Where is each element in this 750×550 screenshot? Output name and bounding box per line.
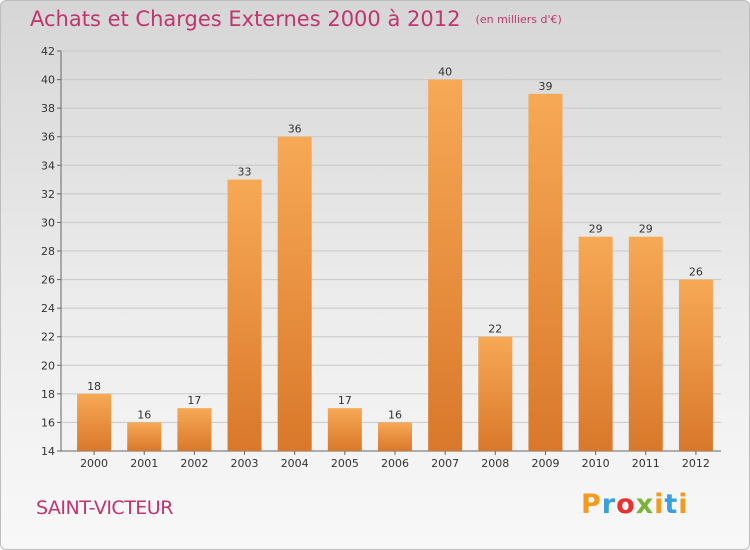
value-label: 36 [288, 123, 302, 136]
y-tick-label: 40 [41, 74, 55, 87]
y-tick-label: 22 [41, 331, 55, 344]
x-tick-label: 2000 [80, 457, 108, 470]
value-label: 17 [187, 394, 201, 407]
logo-letter: x [635, 489, 655, 520]
bar [378, 422, 412, 451]
proxiti-logo[interactable]: Proxiti [581, 489, 689, 520]
y-tick-label: 20 [41, 359, 55, 372]
bar [177, 408, 212, 451]
x-tick-label: 2006 [381, 457, 409, 470]
bar [227, 179, 262, 452]
y-tick-label: 30 [41, 216, 55, 229]
value-label: 18 [87, 380, 101, 393]
x-tick-label: 2003 [231, 457, 259, 470]
value-label: 29 [589, 223, 603, 236]
chart-title: Achats et Charges Externes 2000 à 2012 [30, 7, 461, 31]
y-tick-label: 38 [41, 102, 55, 115]
logo-letter: i [654, 489, 665, 520]
axes [57, 50, 721, 455]
x-tick-label: 2010 [582, 457, 610, 470]
chart-subtitle: (en milliers d'€) [475, 13, 562, 26]
x-tick-label: 2012 [682, 457, 710, 470]
grid-lines [61, 50, 721, 452]
bar [678, 279, 713, 451]
value-label: 26 [689, 266, 703, 279]
y-tick-label: 14 [41, 445, 55, 458]
x-tick-label: 2008 [481, 457, 509, 470]
y-tick-label: 26 [41, 274, 55, 287]
y-tick-label: 42 [41, 45, 55, 58]
logo-letter: o [616, 489, 636, 520]
y-tick-label: 24 [41, 302, 55, 315]
value-label: 17 [338, 394, 352, 407]
value-label: 22 [488, 323, 502, 336]
bar [428, 79, 463, 452]
y-tick-label: 34 [41, 159, 55, 172]
x-tick-label: 2002 [180, 457, 208, 470]
value-label: 33 [238, 166, 252, 179]
bar [127, 422, 162, 451]
x-tick-label: 2009 [531, 457, 559, 470]
logo-letter: r [601, 489, 617, 520]
y-tick-label: 16 [41, 416, 55, 429]
labels: 14 16 18 20 22 24 26 28 30 32 34 36 38 40 42 18 2000 16 20… [41, 45, 710, 470]
value-label: 40 [438, 66, 452, 79]
value-label: 29 [639, 223, 653, 236]
bar [478, 336, 513, 451]
x-tick-label: 2005 [331, 457, 359, 470]
bar [277, 136, 312, 451]
x-tick-label: 2004 [281, 457, 309, 470]
logo-letter: i [678, 489, 689, 520]
bar [327, 408, 362, 451]
place-name: SAINT-VICTEUR [36, 497, 173, 519]
bar [628, 236, 663, 451]
y-tick-label: 18 [41, 388, 55, 401]
bar [77, 393, 112, 451]
x-tick-label: 2001 [130, 457, 158, 470]
y-tick-label: 36 [41, 131, 55, 144]
logo-letter: t [664, 489, 679, 520]
bars [77, 79, 713, 452]
chart-header: Achats et Charges Externes 2000 à 2012 (… [30, 7, 562, 31]
bar [578, 236, 613, 451]
y-tick-label: 32 [41, 188, 55, 201]
x-tick-label: 2007 [431, 457, 459, 470]
value-label: 39 [538, 80, 552, 93]
y-tick-label: 28 [41, 245, 55, 258]
value-label: 16 [388, 408, 402, 421]
bar [528, 93, 563, 451]
x-tick-label: 2011 [632, 457, 660, 470]
value-label: 16 [137, 408, 151, 421]
logo-letter: P [581, 489, 602, 520]
